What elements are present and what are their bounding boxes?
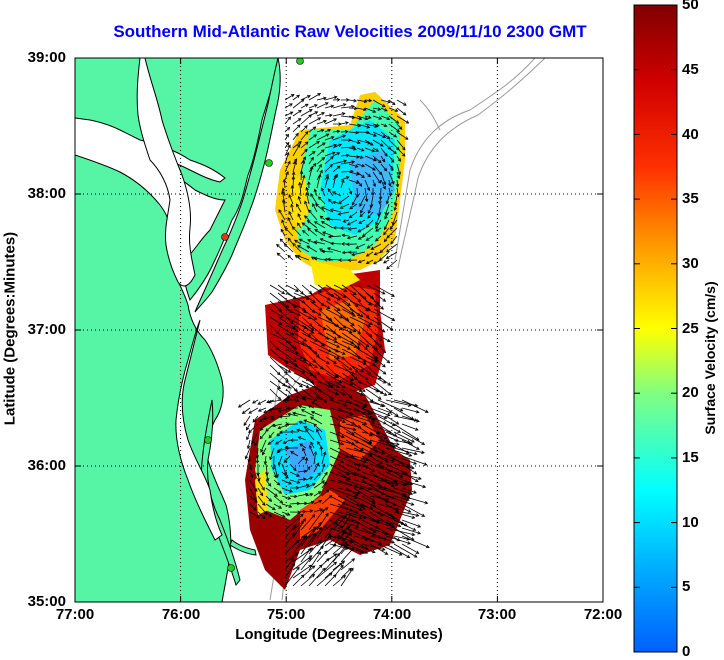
vector-arrow: [274, 456, 275, 470]
colorbar-tick-label: 35: [682, 190, 699, 207]
y-tick-label: 36:00: [0, 457, 66, 474]
colorbar-tick-label: 10: [682, 514, 699, 531]
x-tick-label: 77:00: [45, 606, 105, 623]
station-marker: [266, 160, 273, 167]
colorbar-tick-label: 20: [682, 384, 699, 401]
colorbar-label: Surface Velocity (cm/s): [702, 268, 718, 448]
colorbar-tick-label: 50: [682, 0, 699, 13]
colorbar: [634, 5, 677, 652]
y-tick-label: 38:00: [0, 185, 66, 202]
station-marker: [297, 58, 304, 65]
map-title: Southern Mid-Atlantic Raw Velocities 200…: [0, 22, 700, 42]
colorbar-tick-label: 30: [682, 255, 699, 272]
x-tick-label: 72:00: [573, 606, 633, 623]
x-tick-label: 73:00: [467, 606, 527, 623]
colorbar-tick-label: 0: [682, 643, 690, 660]
y-tick-label: 37:00: [0, 321, 66, 338]
station-marker: [205, 437, 212, 444]
x-tick-label: 74:00: [362, 606, 422, 623]
colorbar-tick-label: 25: [682, 320, 699, 337]
colorbar-tick-label: 45: [682, 61, 699, 78]
station-marker: [228, 565, 235, 572]
x-tick-label: 76:00: [151, 606, 211, 623]
vector-arrow: [293, 177, 294, 188]
station-marker: [222, 234, 229, 241]
colorbar-tick-label: 15: [682, 449, 699, 466]
y-tick-label: 39:00: [0, 49, 66, 66]
colorbar-tick-label: 40: [682, 126, 699, 143]
x-axis-label: Longitude (Degrees:Minutes): [75, 626, 603, 643]
colorbar-tick-label: 5: [682, 578, 690, 595]
x-tick-label: 75:00: [256, 606, 316, 623]
